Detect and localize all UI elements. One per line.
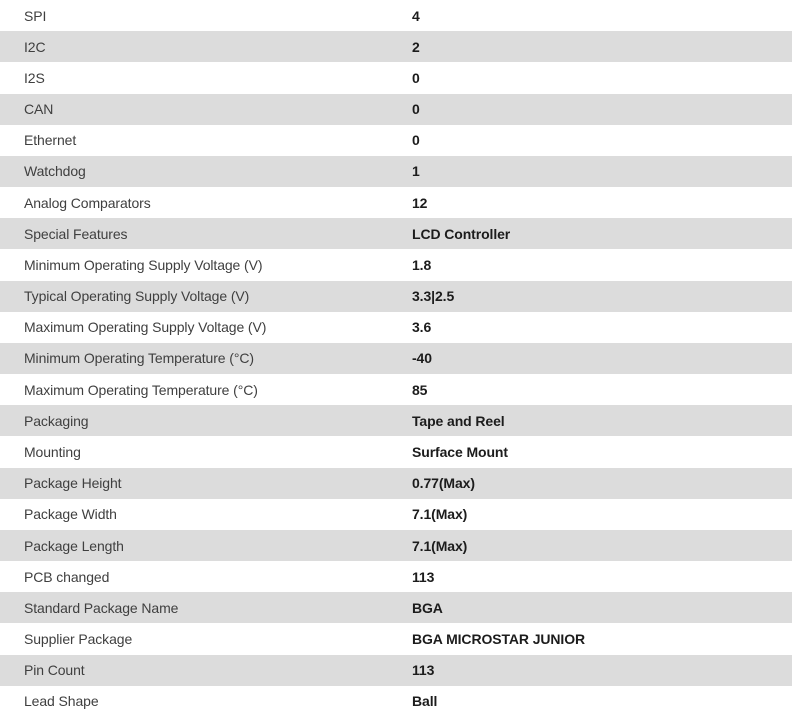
spec-value: 0 [412,132,420,149]
spec-label: Packaging [24,412,89,429]
spec-value: 3.6 [412,319,432,336]
spec-value: BGA MICROSTAR JUNIOR [412,631,586,648]
spec-row: Watchdog 1 [0,155,792,188]
spec-row: Package Height 0.77(Max) [0,467,792,499]
spec-value: BGA [412,599,443,616]
spec-value: Surface Mount [412,443,508,460]
spec-label: Typical Operating Supply Voltage (V) [24,288,250,305]
spec-label: I2C [24,38,46,55]
spec-row: Ethernet 0 [0,124,792,156]
spec-label: Package Width [24,506,117,523]
spec-label: I2S [24,69,45,86]
spec-label: PCB changed [24,568,110,585]
spec-label: Pin Count [24,662,85,679]
spec-row: Package Width 7.1(Max) [0,498,792,530]
spec-row: Supplier Package BGA MICROSTAR JUNIOR [0,623,792,655]
spec-value: Ball [412,693,438,710]
spec-value: LCD Controller [412,225,511,242]
spec-row: Analog Comparators 12 [0,187,792,219]
spec-value: 3.3|2.5 [412,288,455,305]
spec-row: Special Features LCD Controller [0,218,792,250]
spec-label: Package Length [24,537,124,554]
spec-value: Tape and Reel [412,412,505,429]
spec-row: Package Length 7.1(Max) [0,529,792,562]
spec-row: Lead Shape Ball [0,685,792,717]
spec-value: 0 [412,69,420,86]
spec-value: 7.1(Max) [412,537,468,554]
spec-value: 1.8 [412,256,432,273]
spec-label: Special Features [24,225,128,242]
spec-label: Maximum Operating Temperature (°C) [24,381,258,398]
spec-label: Minimum Operating Temperature (°C) [24,350,254,367]
spec-label: Standard Package Name [24,599,179,616]
spec-row: Pin Count 113 [0,654,792,686]
spec-label: Ethernet [24,132,77,149]
spec-value: 12 [412,194,428,211]
spec-row: PCB changed 113 [0,561,792,593]
spec-label: Watchdog [24,163,86,180]
spec-row: Maximum Operating Supply Voltage (V) 3.6 [0,311,792,343]
spec-value: 7.1(Max) [412,506,468,523]
spec-value: 113 [412,568,435,585]
spec-value: 0 [412,101,420,118]
spec-row: CAN 0 [0,93,792,125]
spec-label: Package Height [24,475,122,492]
spec-value: -40 [412,350,432,367]
spec-label: Mounting [24,443,81,460]
spec-row: Standard Package Name BGA [0,592,792,624]
spec-row: Minimum Operating Supply Voltage (V) 1.8 [0,249,792,281]
spec-value: 113 [412,662,435,679]
spec-label: SPI [24,7,47,24]
spec-label: Analog Comparators [24,194,151,211]
spec-label: Maximum Operating Supply Voltage (V) [24,319,267,336]
spec-value: 4 [412,7,420,24]
spec-label: Supplier Package [24,631,133,648]
spec-row: SPI 4 [0,0,792,32]
spec-value: 1 [412,163,420,180]
spec-row: Packaging Tape and Reel [0,405,792,437]
spec-label: Minimum Operating Supply Voltage (V) [24,256,263,273]
spec-value: 2 [412,38,420,55]
spec-row: Typical Operating Supply Voltage (V) 3.3… [0,280,792,312]
spec-label: CAN [24,101,54,118]
spec-row: I2S 0 [0,62,792,94]
spec-value: 0.77(Max) [412,475,475,492]
spec-value: 85 [412,381,428,398]
spec-row: Mounting Surface Mount [0,436,792,468]
spec-row: Maximum Operating Temperature (°C) 85 [0,374,792,406]
spec-row: Minimum Operating Temperature (°C) -40 [0,342,792,375]
spec-label: Lead Shape [24,693,99,710]
spec-row: I2C 2 [0,31,792,63]
